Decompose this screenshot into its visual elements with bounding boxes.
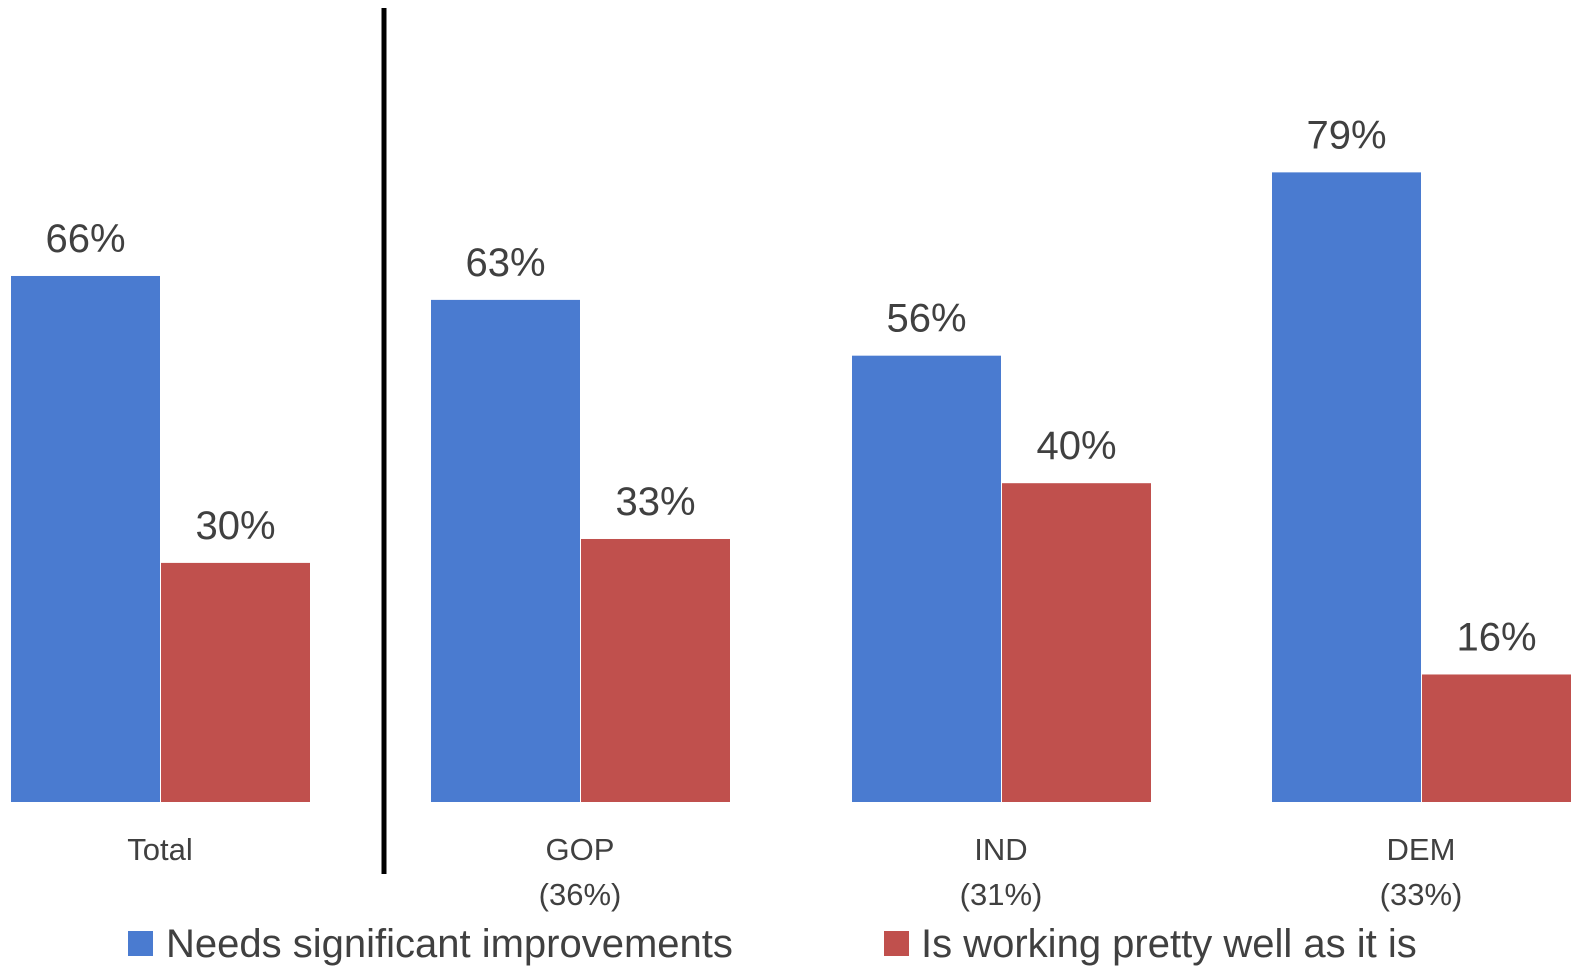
category-label-1: GOP — [546, 832, 615, 867]
category-label-2: IND — [974, 832, 1027, 867]
bar-series-0-cat-2 — [852, 355, 1001, 802]
category-sublabel-1: (36%) — [539, 877, 622, 912]
value-label-series-1-cat-1: 33% — [615, 480, 695, 524]
category-sublabel-3: (33%) — [1380, 877, 1463, 912]
value-label-series-0-cat-0: 66% — [45, 217, 125, 261]
value-label-series-1-cat-0: 30% — [195, 504, 275, 548]
legend-label-series-1: Is working pretty well as it is — [921, 922, 1417, 966]
bar-series-1-cat-3 — [1422, 674, 1571, 802]
value-label-series-1-cat-2: 40% — [1036, 424, 1116, 468]
category-label-0: Total — [127, 832, 192, 867]
category-labels-layer: Total GOP (36%) IND (31%) DEM (33%) — [127, 832, 1462, 912]
value-label-series-0-cat-3: 79% — [1306, 113, 1386, 157]
value-label-series-0-cat-1: 63% — [465, 241, 545, 285]
value-label-series-0-cat-2: 56% — [886, 297, 966, 341]
bar-series-1-cat-1 — [581, 538, 730, 802]
value-label-series-1-cat-3: 16% — [1456, 615, 1536, 659]
value-labels-layer: 66% 63% 56% 79% 30% 33% 40% 16% — [45, 113, 1536, 659]
legend-swatch-series-0 — [128, 931, 153, 956]
bar-series-1-cat-0 — [161, 562, 310, 802]
bar-series-1-cat-2 — [1002, 483, 1151, 802]
category-label-3: DEM — [1387, 832, 1456, 867]
bar-series-0-cat-1 — [431, 299, 580, 802]
bars-layer — [11, 172, 1571, 803]
legend-swatch-series-1 — [884, 931, 909, 956]
bar-series-0-cat-3 — [1272, 172, 1421, 802]
legend: Needs significant improvements Is workin… — [128, 922, 1417, 966]
legend-label-series-0: Needs significant improvements — [166, 922, 733, 966]
category-sublabel-2: (31%) — [960, 877, 1043, 912]
bar-series-0-cat-0 — [11, 275, 160, 803]
